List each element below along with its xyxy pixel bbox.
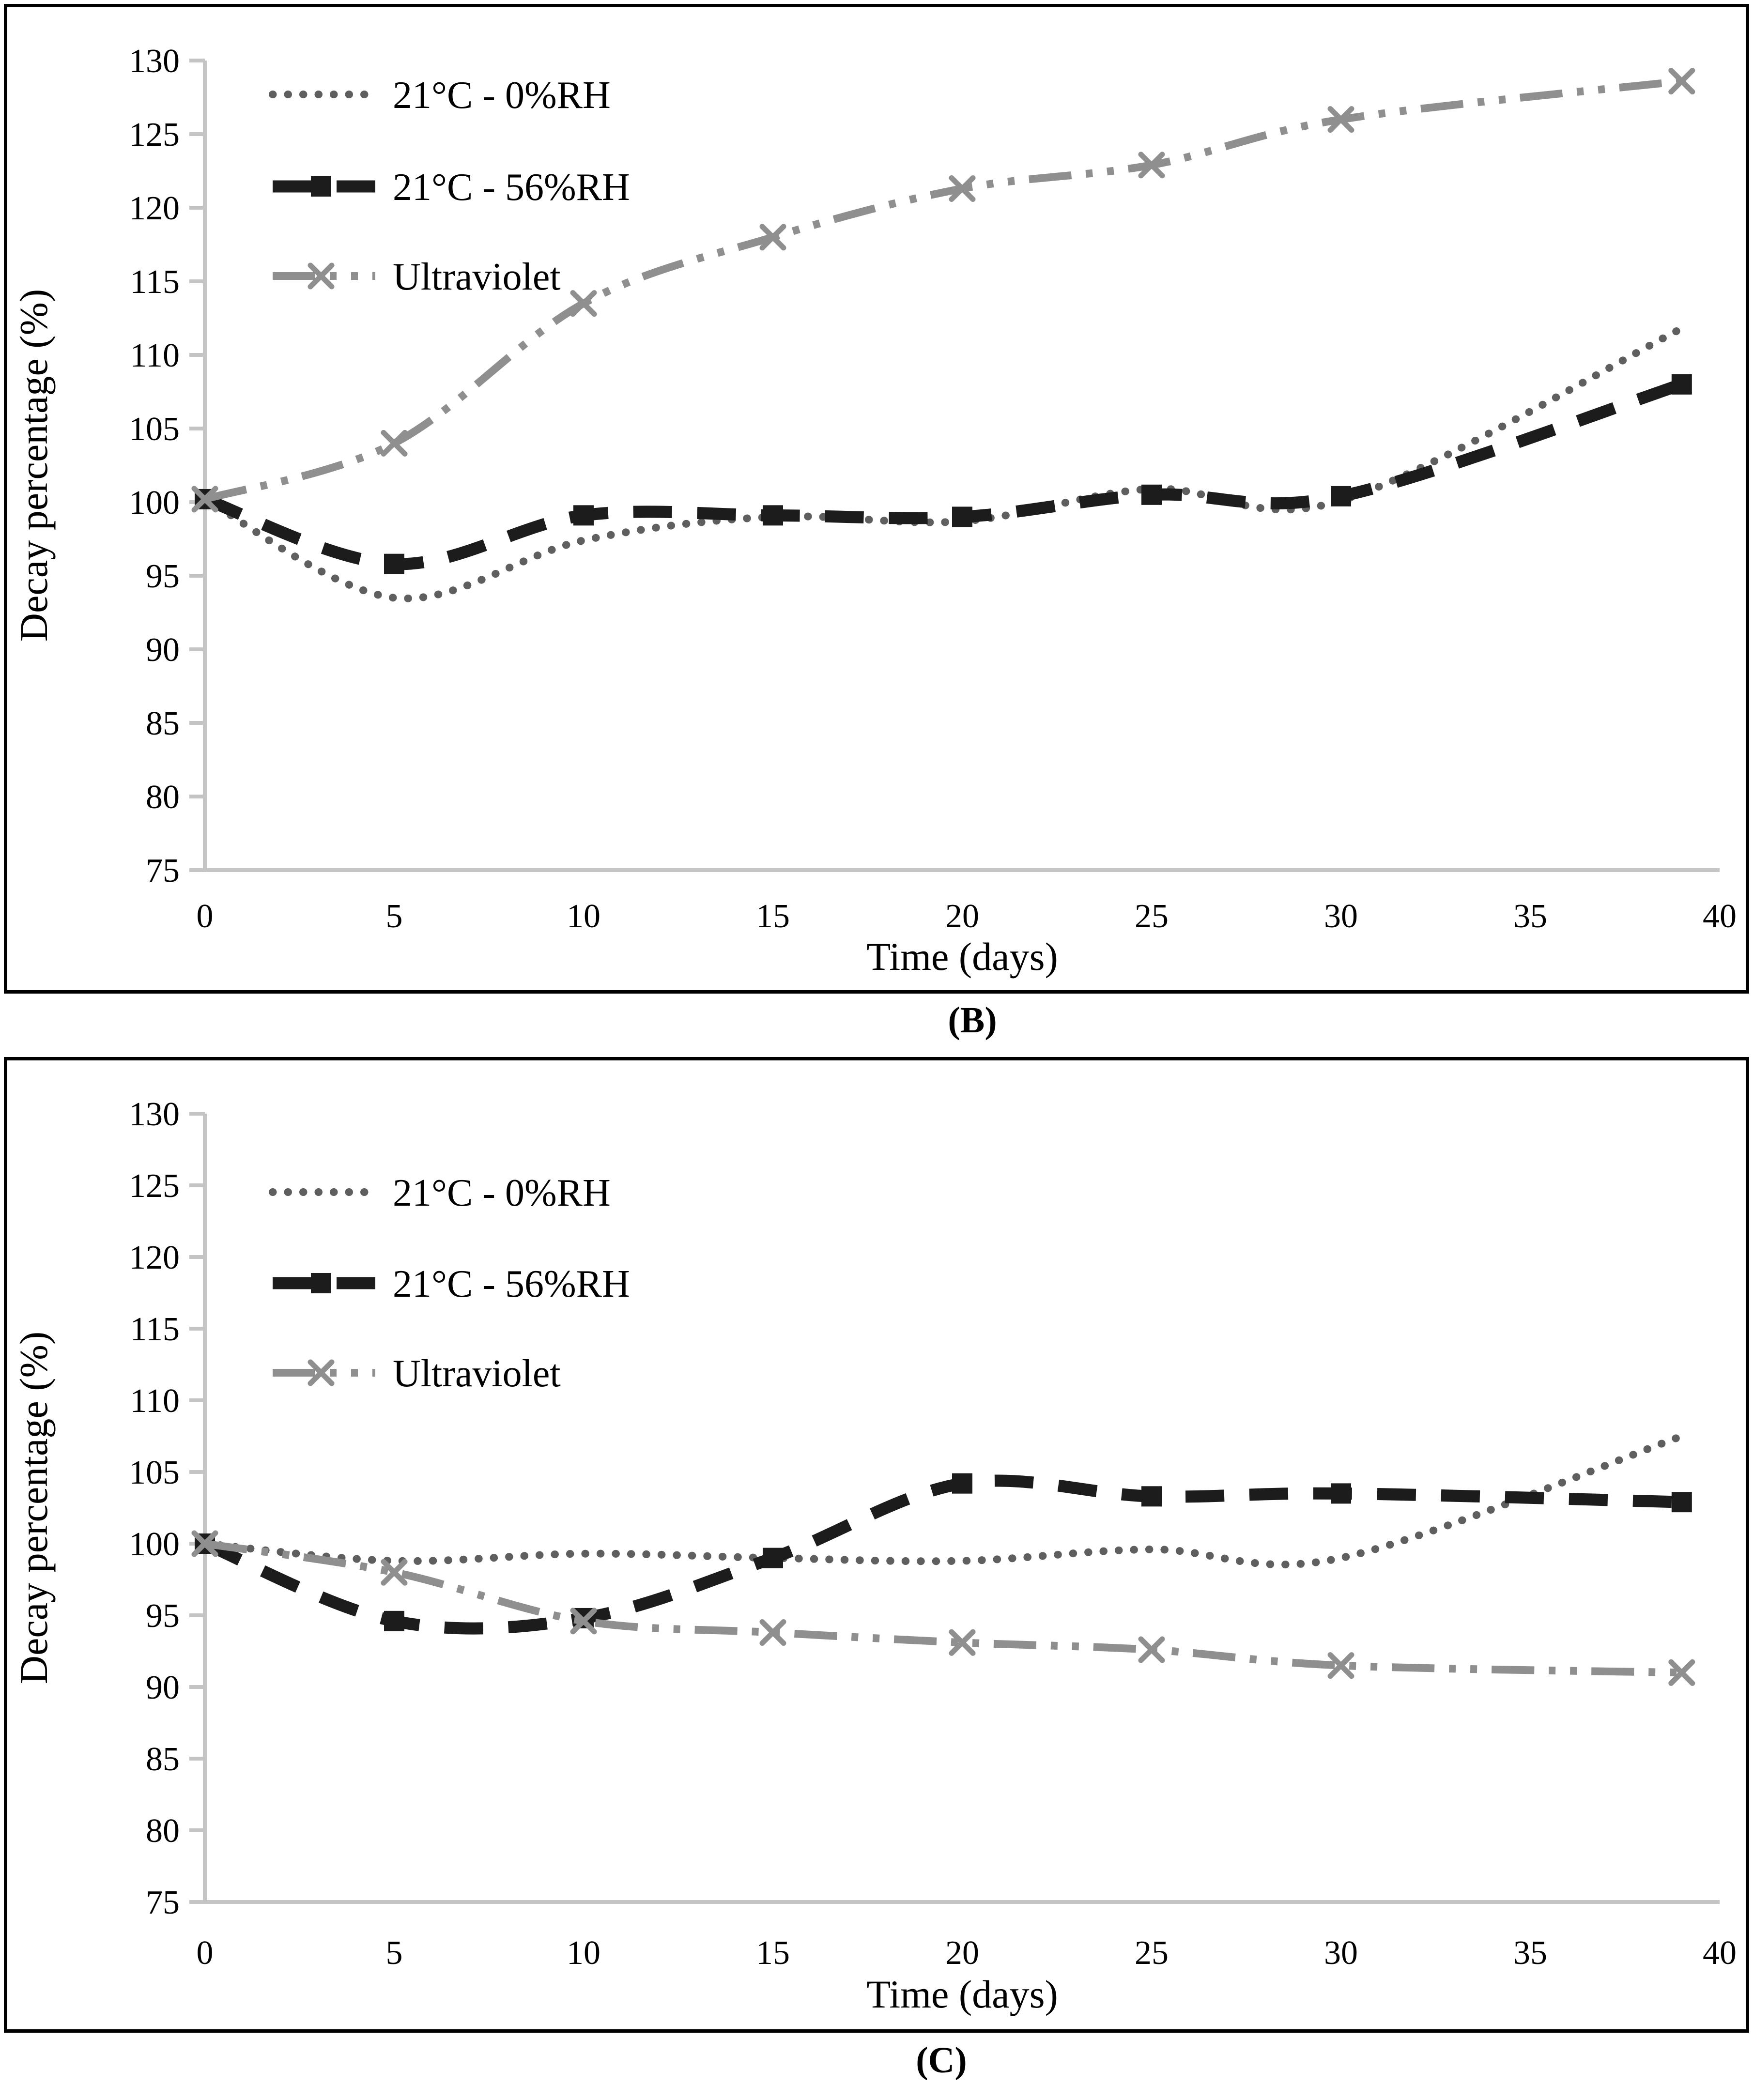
square-marker [1331, 1483, 1351, 1504]
x-tick-label: 0 [197, 1934, 214, 1972]
y-tick-label: 75 [146, 852, 180, 889]
series-line-uv [204, 1540, 1682, 1677]
y-tick-label: 100 [129, 484, 180, 521]
y-tick-label: 75 [146, 1884, 180, 1921]
square-marker [384, 1610, 404, 1631]
x-marker [1668, 68, 1695, 95]
legend-label-uv: Ultraviolet [393, 1352, 561, 1395]
square-marker [573, 505, 594, 526]
y-axis-title: Decay percentage (%) [12, 1332, 56, 1684]
x-tick-label: 20 [945, 898, 979, 935]
y-tick-label: 80 [146, 1812, 180, 1850]
y-tick-label: 80 [146, 779, 180, 816]
panel-b-caption: (B) [948, 1000, 997, 1041]
y-tick-label: 85 [146, 1741, 180, 1778]
square-marker [1331, 486, 1351, 506]
y-tick-label: 115 [130, 263, 180, 301]
panel-c-box: 75 80 85 90 95 100 105 110 115 120 125 130 0 5 10 15 20 2… [4, 1057, 1749, 2033]
series-line-rh56 [202, 1474, 1682, 1635]
y-tick-label: 120 [129, 1239, 180, 1276]
x-marker [949, 175, 976, 202]
y-axis-title: Decay percentage (%) [12, 289, 56, 642]
x-marker [381, 1559, 408, 1586]
x-tick-label: 10 [567, 898, 600, 935]
x-tick-label: 40 [1703, 898, 1737, 935]
panel-b-box: 75 80 85 90 95 100 105 110 115 120 125 130 0 5 10 15 20 2… [4, 4, 1749, 994]
x-tick-label: 15 [756, 898, 790, 935]
x-tick-label: 15 [756, 1934, 790, 1972]
x-tick-label: 25 [1135, 1934, 1169, 1972]
y-tick-label: 105 [129, 411, 180, 448]
y-tick-label: 115 [130, 1311, 180, 1348]
chart-b: 75 80 85 90 95 100 105 110 115 120 125 130 0 5 10 15 20 2… [12, 43, 1737, 979]
square-marker [952, 1473, 972, 1494]
x-marker [381, 429, 408, 457]
y-tick-label: 110 [130, 1382, 180, 1420]
square-marker [1671, 1492, 1692, 1513]
y-tick-label: 120 [129, 190, 180, 227]
y-tick-label: 100 [129, 1526, 180, 1563]
y-tick-label: 110 [130, 337, 180, 374]
y-tick-label: 85 [146, 705, 180, 742]
square-marker [763, 505, 783, 526]
x-tick-label: 35 [1513, 898, 1547, 935]
x-tick-label: 35 [1513, 1934, 1547, 1972]
x-marker [1668, 1659, 1695, 1686]
x-marker [759, 1619, 786, 1646]
x-marker [1327, 1652, 1354, 1679]
x-tick-label: 30 [1324, 898, 1358, 935]
x-marker [1138, 1636, 1165, 1663]
x-tick-label: 20 [945, 1934, 979, 1972]
x-tick-label: 5 [386, 1934, 403, 1972]
legend-label-uv: Ultraviolet [393, 256, 561, 298]
square-marker [1141, 484, 1162, 505]
square-marker [311, 1273, 331, 1293]
y-tick-label: 105 [129, 1454, 180, 1491]
x-tick-label: 10 [567, 1934, 600, 1972]
y-tick-label: 95 [146, 1597, 180, 1635]
x-marker [570, 1608, 597, 1635]
chart-c: 75 80 85 90 95 100 105 110 115 120 125 130 0 5 10 15 20 2… [12, 1096, 1737, 2016]
x-marker [1327, 106, 1354, 133]
x-marker [949, 1629, 976, 1656]
x-marker [570, 290, 597, 317]
series-line-rh0 [201, 1432, 1686, 1569]
y-tick-label: 90 [146, 631, 180, 669]
y-tick-label: 125 [129, 116, 180, 153]
legend-label-rh0: 21°C - 0%RH [393, 74, 611, 117]
square-marker [1671, 374, 1692, 395]
series-line-rh56 [202, 378, 1684, 570]
x-tick-label: 0 [197, 898, 214, 935]
y-tick-label: 130 [129, 43, 180, 80]
square-marker [1141, 1486, 1162, 1507]
x-marker [191, 1530, 218, 1557]
legend-label-rh56: 21°C - 56%RH [393, 1263, 630, 1305]
x-tick-label: 40 [1703, 1934, 1737, 1972]
square-marker [311, 176, 331, 197]
y-tick-label: 130 [129, 1096, 180, 1133]
x-marker [308, 1359, 335, 1386]
legend-label-rh56: 21°C - 56%RH [393, 166, 630, 209]
x-axis-title: Time (days) [866, 935, 1058, 979]
x-marker [1138, 152, 1165, 179]
square-marker [763, 1548, 783, 1568]
y-tick-label: 125 [129, 1167, 180, 1205]
x-axis-title: Time (days) [866, 1972, 1058, 2016]
square-marker [384, 553, 404, 574]
x-tick-label: 5 [386, 898, 403, 935]
y-tick-label: 95 [146, 558, 180, 595]
y-tick-label: 90 [146, 1669, 180, 1706]
x-marker [308, 262, 335, 290]
series-line-rh0 [201, 324, 1686, 602]
square-marker [952, 506, 972, 527]
x-marker [191, 486, 218, 513]
x-tick-label: 25 [1135, 898, 1169, 935]
legend-label-rh0: 21°C - 0%RH [393, 1172, 611, 1214]
x-tick-label: 30 [1324, 1934, 1358, 1972]
x-marker [759, 224, 786, 251]
panel-c-caption: (C) [916, 2040, 967, 2081]
